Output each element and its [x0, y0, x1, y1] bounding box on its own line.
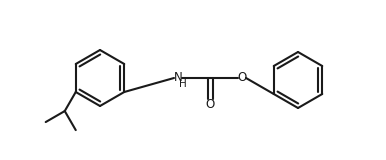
- Text: H: H: [179, 79, 187, 89]
- Text: O: O: [205, 97, 215, 111]
- Text: N: N: [174, 71, 182, 84]
- Text: O: O: [237, 71, 247, 84]
